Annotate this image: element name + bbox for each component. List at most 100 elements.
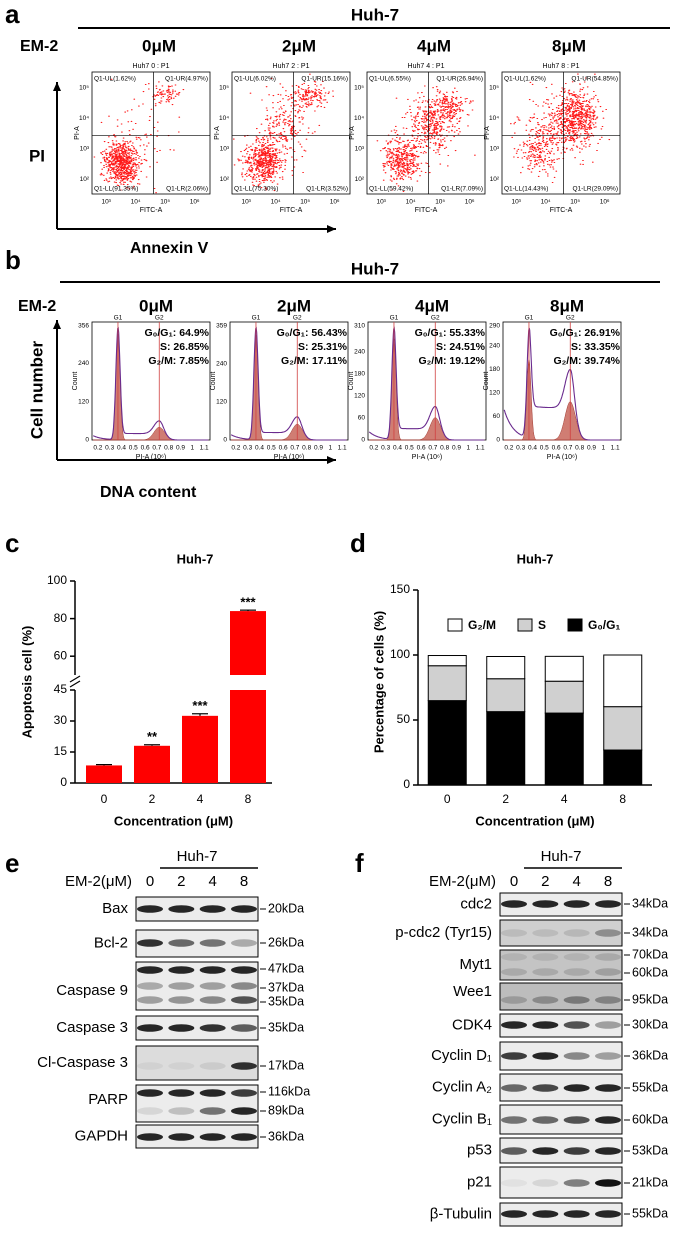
band — [168, 1107, 195, 1115]
peak-label: G2 — [293, 315, 302, 322]
band — [563, 929, 590, 937]
x-tick-label: 0.9 — [452, 445, 461, 452]
blot — [499, 1041, 623, 1071]
y-tick-label: 10² — [355, 176, 365, 183]
band — [199, 905, 226, 913]
y-tick-label: 60 — [493, 413, 501, 420]
band — [532, 1021, 559, 1029]
band — [199, 1062, 226, 1070]
bar — [86, 765, 122, 783]
axis-break — [69, 675, 81, 683]
band — [563, 968, 590, 976]
x-axis-label: FITC-A — [550, 207, 573, 214]
x-tick-label: 0.6 — [141, 445, 150, 452]
dose-label: 2 — [177, 873, 185, 890]
bar-segment — [544, 655, 584, 682]
protein-label: Wee1 — [453, 983, 492, 1000]
y-tick-label: 60 — [358, 415, 366, 422]
y-axis-label: Count — [483, 372, 490, 391]
band — [501, 1084, 527, 1092]
blot — [499, 1202, 623, 1227]
y-tick-label: 10³ — [355, 146, 365, 153]
size-label: 95kDa — [632, 992, 668, 1006]
histogram-line — [368, 326, 485, 441]
y-tick-label: 180 — [489, 366, 500, 373]
protein-label: cdc2 — [460, 895, 492, 912]
band — [231, 996, 257, 1004]
x-tick-label: 0.8 — [302, 445, 311, 452]
band — [199, 939, 226, 947]
bar-segment — [544, 680, 584, 714]
x-tick-label: 0.5 — [405, 445, 414, 452]
plot-title: Huh7 4 : P1 — [408, 63, 445, 70]
x-axis-title: Concentration (μM) — [114, 813, 233, 828]
band — [137, 1107, 163, 1115]
band — [168, 939, 195, 947]
size-label: 34kDa — [632, 925, 668, 939]
arrow-head — [327, 225, 336, 233]
treatment-label: EM-2(μM) — [429, 873, 496, 890]
y-tick-label: 240 — [216, 361, 227, 368]
protein-label: PARP — [88, 1091, 128, 1108]
y-tick-label: 10⁴ — [489, 115, 499, 122]
treatment-label: EM-2 — [20, 38, 58, 55]
peak-label: G1 — [252, 315, 261, 322]
plot-frame — [91, 71, 211, 195]
bar-segment — [486, 711, 526, 786]
quadrant-label: Q1-LL(14.43%) — [504, 186, 548, 193]
band — [168, 1062, 195, 1070]
arrow-head — [53, 320, 61, 329]
arrow-head — [53, 82, 61, 91]
x-tick-label: 10⁴ — [406, 199, 416, 206]
y-axis-label: PI-A — [484, 126, 491, 140]
size-label: 30kDa — [632, 1017, 668, 1031]
x-axis-label: PI-A (10⁶) — [547, 454, 578, 461]
chart-title: Huh-7 — [177, 551, 214, 566]
size-label: 37kDa — [268, 980, 304, 994]
band — [532, 1210, 559, 1218]
band — [532, 1147, 559, 1155]
axis-title: PI — [29, 146, 45, 165]
y-tick-label: 10³ — [220, 146, 230, 153]
dose-label: 2 — [541, 873, 549, 890]
band — [168, 966, 195, 974]
y-tick-label: 10⁵ — [79, 85, 89, 92]
band — [137, 939, 163, 947]
dose-label: 4 — [208, 873, 216, 890]
band — [563, 1021, 590, 1029]
y-tick-label: 15 — [54, 744, 68, 758]
dose-label: 4 — [572, 873, 580, 890]
y-tick-label: 356 — [78, 323, 89, 330]
x-tick-label: 0.3 — [105, 445, 114, 452]
band — [563, 900, 590, 908]
size-label: 116kDa — [268, 1084, 310, 1098]
x-axis-label: PI-A (10⁶) — [136, 454, 167, 461]
dose-label: 2μM — [282, 36, 316, 55]
x-tick-label: 4 — [561, 792, 568, 806]
x-tick-label: 0.6 — [279, 445, 288, 452]
x-tick-label: 0.7 — [152, 445, 161, 452]
y-tick-label: 359 — [216, 323, 227, 330]
axis-title: DNA content — [100, 484, 197, 501]
x-tick-label: 10³ — [241, 199, 251, 206]
x-tick-label: 0.9 — [176, 445, 185, 452]
protein-label: Cl-Caspase 3 — [37, 1054, 128, 1071]
band — [231, 939, 257, 947]
x-tick-label: 0.2 — [504, 445, 513, 452]
bar-segment — [486, 678, 526, 713]
bar-segment — [427, 700, 467, 786]
panel-letter: a — [5, 0, 20, 29]
phase-stat: G₀/G₁: 55.33% — [415, 327, 486, 339]
band — [595, 1210, 621, 1218]
scatter-dots — [509, 73, 611, 184]
y-axis-label: PI-A — [74, 126, 81, 140]
protein-label: p-cdc2 (Tyr15) — [395, 924, 492, 941]
phase-stat: G₂/M: 19.12% — [418, 355, 485, 367]
band — [501, 1179, 527, 1187]
y-tick-label: 100 — [47, 573, 67, 587]
y-tick-label: 10⁵ — [354, 85, 364, 92]
y-tick-label: 45 — [54, 682, 68, 696]
band — [532, 996, 559, 1004]
size-label: 21kDa — [632, 1175, 668, 1189]
